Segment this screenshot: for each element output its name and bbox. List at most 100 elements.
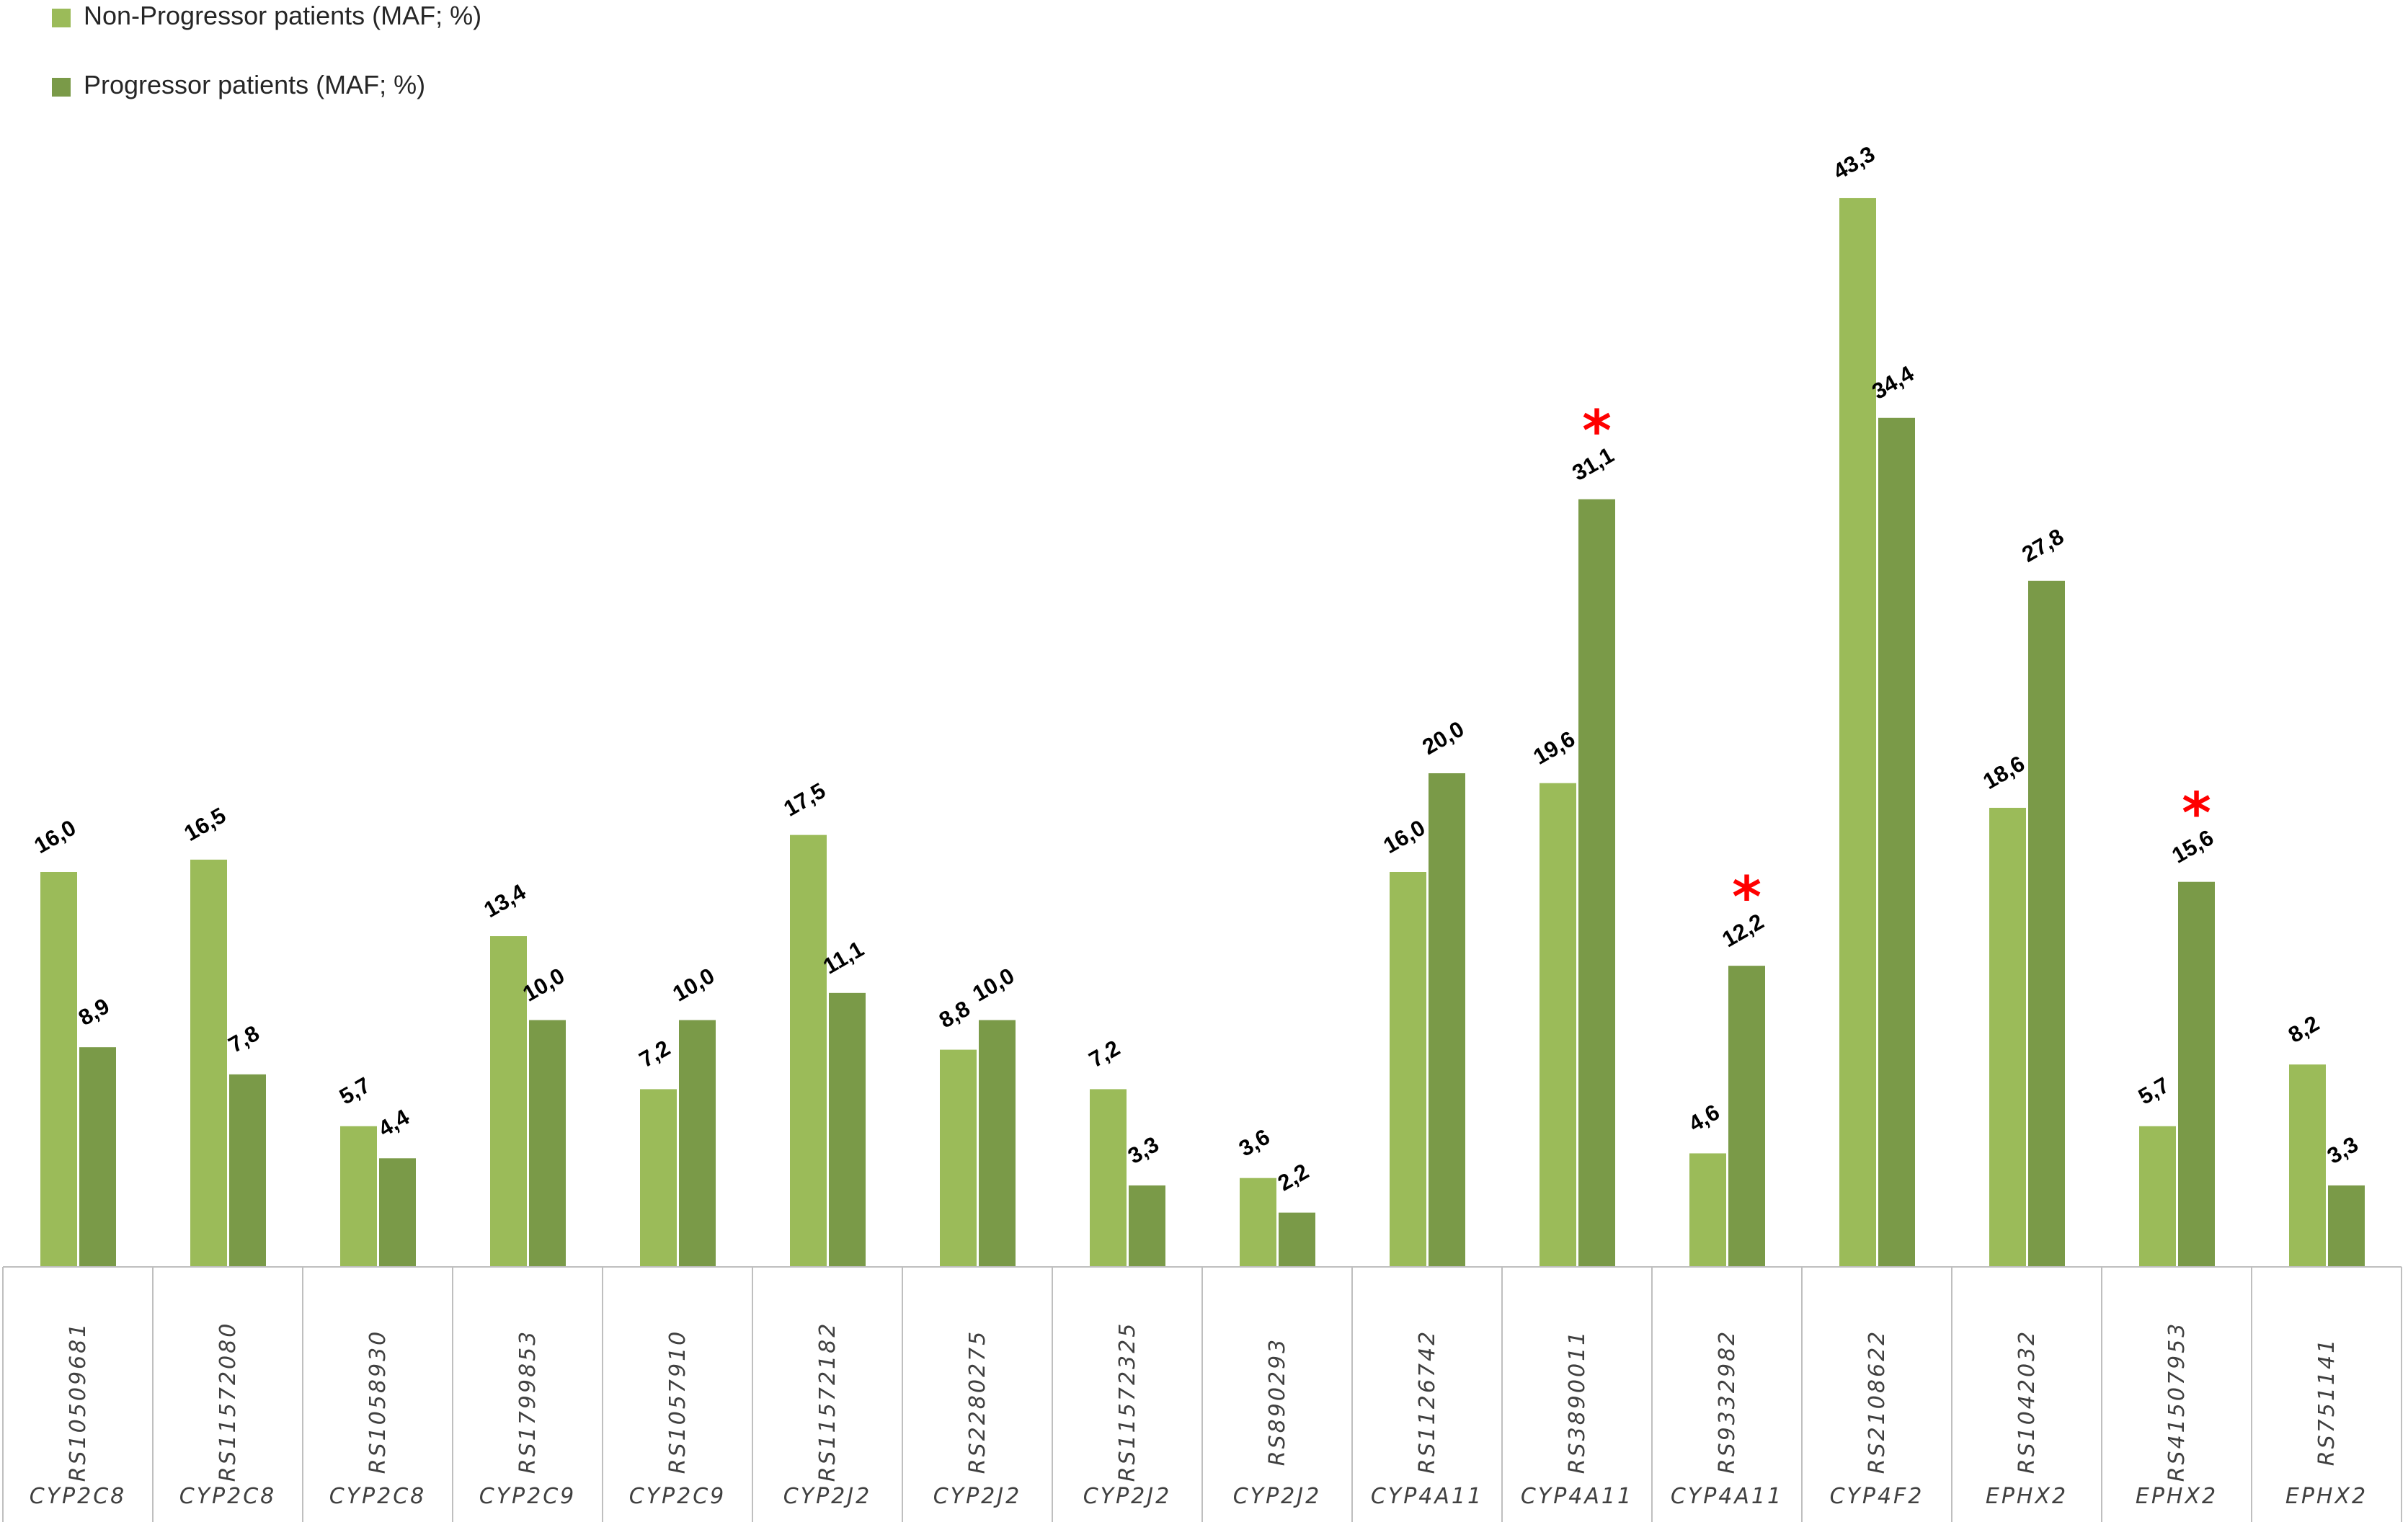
snp-label-11: RS3890011 [1565, 1330, 1590, 1474]
value-label-progressor-3: 4,4 [374, 1104, 414, 1142]
bar-progressor-8 [1129, 1185, 1165, 1267]
bar-non-progressor-8 [1090, 1089, 1127, 1267]
bar-progressor-5 [679, 1020, 716, 1267]
bar-non-progressor-5 [640, 1089, 677, 1267]
legend-label-1: Non-Progressor patients (MAF; %) [84, 1, 481, 30]
snp-label-2: RS11572080 [216, 1322, 241, 1482]
gene-label-12: CYP4A11 [1671, 1484, 1783, 1509]
bar-non-progressor-2 [190, 859, 227, 1267]
gene-label-10: CYP4A11 [1371, 1484, 1483, 1509]
gene-label-11: CYP4A11 [1521, 1484, 1633, 1509]
value-label-non-progressor-13: 43,3 [1829, 141, 1879, 184]
bar-non-progressor-7 [940, 1049, 977, 1267]
bar-progressor-12 [1728, 966, 1765, 1267]
significance-star-2: * [1732, 865, 1761, 930]
value-label-non-progressor-2: 16,5 [179, 803, 230, 846]
bar-non-progressor-15 [2139, 1126, 2176, 1267]
value-label-progressor-8: 3,3 [1124, 1131, 1163, 1169]
snp-label-14: RS1042032 [2014, 1330, 2040, 1474]
gene-label-8: CYP2J2 [1083, 1484, 1171, 1509]
gene-label-4: CYP2C9 [479, 1484, 576, 1509]
snp-label-12: RS9332982 [1715, 1330, 1740, 1474]
snp-label-8: RS11572325 [1115, 1322, 1140, 1482]
gene-label-9: CYP2J2 [1233, 1484, 1321, 1509]
value-label-non-progressor-9: 3,6 [1235, 1124, 1274, 1162]
bar-non-progressor-11 [1540, 783, 1576, 1267]
value-label-non-progressor-5: 7,2 [635, 1035, 675, 1072]
gene-label-15: EPHX2 [2136, 1484, 2218, 1509]
bar-progressor-9 [1279, 1212, 1315, 1267]
gene-label-14: EPHX2 [1986, 1484, 2068, 1509]
bar-progressor-7 [979, 1020, 1016, 1267]
value-label-progressor-14: 27,8 [2017, 524, 2068, 567]
value-label-progressor-10: 20,0 [1418, 716, 1468, 760]
value-label-non-progressor-10: 16,0 [1379, 815, 1429, 858]
legend-swatch-1 [52, 9, 71, 27]
bar-non-progressor-1 [40, 872, 77, 1267]
legend-swatch-2 [52, 78, 71, 97]
value-label-non-progressor-7: 8,8 [935, 996, 974, 1033]
value-label-progressor-2: 7,8 [224, 1020, 264, 1058]
value-label-non-progressor-4: 13,4 [479, 878, 530, 922]
bars [40, 197, 2365, 1268]
bar-progressor-11 [1578, 499, 1615, 1268]
bar-non-progressor-14 [1989, 807, 2026, 1267]
value-label-non-progressor-12: 4,6 [1684, 1099, 1724, 1136]
bar-progressor-2 [229, 1074, 266, 1267]
bar-non-progressor-10 [1390, 872, 1426, 1267]
gene-label-6: CYP2J2 [783, 1484, 871, 1509]
snp-label-5: RS1057910 [665, 1330, 690, 1474]
bar-progressor-6 [829, 992, 866, 1267]
significance-star-1: * [1582, 399, 1612, 464]
bar-progressor-16 [2328, 1185, 2365, 1267]
bar-non-progressor-4 [490, 936, 527, 1267]
value-label-non-progressor-3: 5,7 [335, 1072, 375, 1110]
bar-non-progressor-16 [2289, 1064, 2326, 1267]
bar-non-progressor-9 [1240, 1178, 1276, 1267]
bar-progressor-4 [529, 1020, 566, 1267]
value-label-non-progressor-1: 16,0 [30, 815, 80, 858]
gene-label-1: CYP2C8 [30, 1484, 126, 1509]
value-label-progressor-16: 3,3 [2323, 1131, 2363, 1169]
value-label-non-progressor-6: 17,5 [779, 778, 830, 821]
significance-star-3: * [2182, 782, 2211, 847]
category-table: RS10509681CYP2C8RS11572080CYP2C8RS105893… [2, 1266, 2402, 1522]
bar-progressor-10 [1429, 773, 1465, 1267]
bar-non-progressor-13 [1839, 197, 1876, 1268]
value-label-non-progressor-11: 19,6 [1529, 726, 1579, 769]
snp-label-13: RS2108622 [1865, 1330, 1890, 1474]
snp-label-1: RS10509681 [66, 1322, 91, 1482]
bar-non-progressor-12 [1689, 1153, 1726, 1267]
snp-label-4: RS1799853 [515, 1330, 541, 1474]
gene-label-13: CYP4F2 [1830, 1484, 1924, 1509]
snp-label-15: RS41507953 [2164, 1322, 2190, 1482]
snp-label-6: RS11572182 [815, 1322, 840, 1482]
gene-label-16: EPHX2 [2285, 1484, 2368, 1509]
gene-label-7: CYP2J2 [933, 1484, 1021, 1509]
legend-label-2: Progressor patients (MAF; %) [84, 70, 425, 99]
snp-label-10: RS1126742 [1415, 1330, 1440, 1474]
bar-progressor-14 [2028, 580, 2065, 1267]
significance-markers: * * * [1582, 399, 2211, 930]
value-label-progressor-1: 8,9 [74, 993, 114, 1031]
value-label-non-progressor-8: 7,2 [1085, 1035, 1124, 1072]
value-label-progressor-5: 10,0 [668, 963, 719, 1006]
value-label-non-progressor-15: 5,7 [2134, 1072, 2174, 1110]
snp-label-3: RS1058930 [365, 1330, 391, 1474]
value-label-progressor-7: 10,0 [968, 963, 1018, 1006]
gene-label-3: CYP2C8 [329, 1484, 426, 1509]
gene-label-5: CYP2C9 [629, 1484, 726, 1509]
bar-non-progressor-6 [790, 835, 827, 1267]
value-label-non-progressor-14: 18,6 [1978, 751, 2029, 794]
bar-non-progressor-3 [340, 1126, 377, 1267]
snp-label-7: RS2280275 [965, 1330, 990, 1474]
bar-progressor-13 [1878, 417, 1915, 1267]
value-label-progressor-9: 2,2 [1274, 1159, 1313, 1196]
bar-progressor-3 [379, 1158, 416, 1267]
legend: Non-Progressor patients (MAF; %) Progress… [52, 1, 481, 99]
bar-progressor-15 [2178, 881, 2215, 1267]
bar-progressor-1 [79, 1047, 116, 1267]
gene-label-2: CYP2C8 [179, 1484, 276, 1509]
